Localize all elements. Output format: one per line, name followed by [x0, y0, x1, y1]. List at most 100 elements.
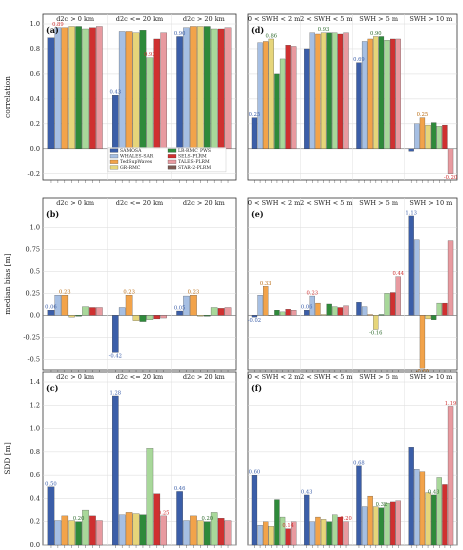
y-tick-label: -0.5 — [27, 355, 40, 363]
data-label: 0.86 — [266, 33, 278, 39]
bar — [390, 501, 396, 546]
bar — [61, 27, 69, 149]
y-tick-label: 1.2 — [30, 401, 40, 409]
y-tick-label: -0.25 — [23, 333, 40, 341]
data-label: 1.19 — [445, 401, 457, 407]
panel-letter: (f) — [251, 383, 262, 393]
data-label: 0.90 — [174, 31, 186, 37]
group-title: d2c <= 20 km — [116, 15, 163, 23]
bar — [356, 302, 362, 316]
legend-swatch — [167, 165, 177, 170]
legend-swatch — [109, 154, 119, 159]
legend-entry: STAR-2-PLRM — [178, 165, 211, 171]
bar — [139, 514, 147, 546]
bar — [183, 295, 190, 316]
bar — [68, 26, 75, 149]
bar — [361, 306, 368, 316]
bar — [309, 32, 315, 149]
data-label: 0.32 — [376, 502, 388, 508]
bar — [320, 519, 327, 546]
bar — [146, 448, 154, 546]
bar — [274, 73, 280, 149]
bar — [54, 27, 62, 149]
data-label: -0.20 — [444, 175, 457, 181]
bar — [436, 302, 442, 316]
legend-entry: GR-RMC — [120, 165, 141, 171]
bar — [390, 292, 396, 316]
bar — [332, 514, 338, 546]
bar — [361, 41, 368, 149]
bar — [47, 486, 55, 546]
legend-entry: SELS-PLRM — [178, 154, 207, 160]
bar — [373, 315, 379, 330]
bar — [425, 492, 431, 546]
panel-a: -0.2 0.0 0.2 0.4 0.6 0.8 1.0 d2c > 0 km0.89 d2c … — [3, 13, 237, 183]
bar — [442, 484, 448, 546]
bar — [343, 305, 349, 316]
bar — [217, 28, 225, 149]
bar — [190, 295, 197, 316]
bar — [204, 521, 211, 546]
bar — [279, 516, 286, 546]
data-label: 0.68 — [353, 460, 365, 466]
bar — [304, 310, 310, 316]
bar — [160, 32, 167, 149]
bar — [285, 45, 291, 149]
bar — [251, 475, 258, 546]
bar — [82, 306, 89, 316]
y-tick-label: 0.0 — [30, 541, 40, 549]
bar — [96, 26, 103, 149]
bar — [356, 62, 362, 149]
bar — [263, 286, 269, 316]
legend-entry: SAMOSA — [120, 148, 142, 154]
data-label: 0.93 — [144, 52, 156, 58]
y-tick-label: 0.5 — [30, 267, 40, 275]
bar — [160, 315, 167, 319]
bar — [332, 32, 338, 149]
bar — [395, 276, 401, 316]
bar — [47, 310, 55, 316]
panel-letter: (b) — [46, 209, 59, 219]
bar — [197, 26, 204, 149]
bar — [274, 499, 280, 546]
group-title: SWH > 10 m — [409, 15, 452, 23]
legend-swatch — [167, 159, 177, 164]
bar — [356, 465, 362, 546]
bar — [304, 494, 310, 546]
bar — [431, 494, 437, 546]
bar — [431, 315, 437, 320]
y-tick-label: 0.2 — [30, 120, 40, 128]
data-label: 0.20 — [73, 516, 85, 522]
y-tick-label: 0.75 — [26, 245, 40, 253]
group-title: SWH > 10 m — [409, 373, 452, 381]
bar — [224, 307, 232, 316]
bar — [75, 26, 82, 149]
bar — [125, 31, 133, 149]
data-label: 0.44 — [393, 271, 405, 277]
bar — [257, 295, 263, 316]
bar — [326, 521, 332, 546]
data-label: 1.13 — [405, 210, 417, 216]
bar — [118, 514, 126, 546]
y-axis-label: correlation — [3, 76, 12, 118]
legend-swatch — [109, 148, 119, 153]
data-label: 0.33 — [260, 281, 272, 287]
group-title: 0 < SWH < 2 m — [248, 199, 300, 207]
bar — [118, 307, 126, 316]
panel-e: 0 < SWH < 2 m -0.02 0.33 2 < SWH < 5 m 0.06 0… — [247, 197, 458, 375]
data-label: 0.43 — [428, 489, 440, 495]
y-tick-label: 0.0 — [30, 311, 40, 319]
bar — [414, 239, 420, 316]
bar — [390, 38, 396, 149]
bar — [204, 26, 211, 149]
group-title: 2 < SWH < 5 m — [300, 15, 352, 23]
bar — [139, 315, 147, 322]
bar — [190, 515, 197, 546]
legend-box — [107, 147, 227, 173]
bar — [197, 520, 204, 546]
bar — [378, 507, 385, 546]
bar — [378, 36, 385, 149]
bar — [367, 495, 373, 546]
bar — [447, 240, 454, 316]
